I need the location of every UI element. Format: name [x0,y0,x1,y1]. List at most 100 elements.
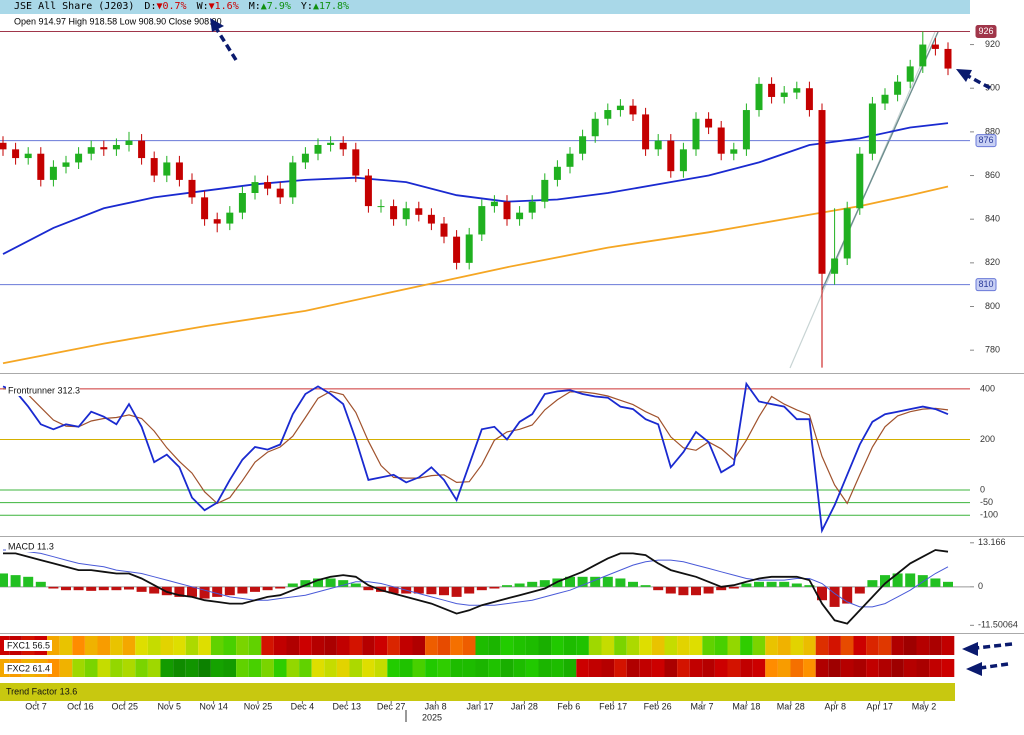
year-label: 2025 [422,712,442,722]
heat-cell [110,636,123,655]
heat-cell [462,636,476,655]
heat-cell [173,659,186,677]
heat-cell [500,659,514,677]
heat-cell [374,636,388,655]
candle-body [541,179,549,202]
candle-body [604,110,612,119]
histogram-bar [703,586,714,594]
candle-body [490,201,498,207]
histogram-bar [338,580,349,587]
y-tick-label: -11.50064 [978,620,1018,630]
heat-cell [664,659,678,677]
heat-cell [72,659,85,677]
stat: M:▲7.9% [249,1,291,12]
heat-cell [714,636,728,655]
y-tick-label: 880 [985,126,1000,136]
x-tick-label: Feb 17 [599,701,627,711]
x-tick-label: Jan 17 [466,701,493,711]
candle-body [465,234,473,263]
histogram-bar [86,586,97,591]
stat-value: ▼1.6% [208,1,239,12]
histogram-bar [262,586,273,591]
heat-cell [412,636,426,655]
y-tick-label: 820 [985,257,1000,267]
heat-cell [362,636,375,655]
histogram-bar [527,581,538,587]
histogram-bar [653,586,664,591]
candle-body [112,144,120,150]
candle-body [717,127,725,154]
label-bg [6,541,52,552]
heat-cell [866,659,879,677]
candle-body [616,105,624,111]
heat-cell [349,659,363,677]
heat-cell [273,659,287,677]
heat-cell [815,636,829,655]
heat-cell [261,636,274,655]
heat-cell [110,659,123,677]
histogram-bar [678,586,689,596]
y-tick-label: 400 [980,383,995,393]
stat: W:▼1.6% [197,1,239,12]
candle-body [37,153,45,180]
stats: D:▼0.7% W:▼1.6% M:▲7.9% Y:▲17.8% [144,1,359,12]
x-tick-label: Dec 4 [291,701,315,711]
heat-cell [324,636,337,655]
heat-cell [740,659,753,677]
heat-cell [387,636,400,655]
histogram-bar [23,576,34,587]
x-tick-label: Apr 8 [824,701,846,711]
candle-body [642,114,650,150]
histogram-bar [287,583,298,587]
candle-body [238,193,246,213]
heat-cell [651,636,665,655]
heat-cell [59,659,73,677]
candle-body [478,206,486,235]
heat-cell [689,636,703,655]
heat-cell [336,659,350,677]
heat-cell [689,659,703,677]
histogram-bar [804,585,815,587]
histogram-bar [426,586,437,595]
candle-body [667,140,675,172]
panel-label: FXC1 56.5 [7,640,50,650]
histogram-bar [665,586,676,594]
heat-cell [488,636,501,655]
histogram-bar [388,586,399,594]
candle-body [100,147,108,150]
candle-body [314,144,322,154]
histogram-bar [829,586,840,607]
y-tick-label: 13.166 [978,537,1006,547]
level-label: 926 [978,26,993,36]
histogram-bar [602,576,613,587]
candle-body [843,208,851,259]
histogram-bar [464,586,475,594]
heat-cell [740,636,753,655]
y-tick-label: 920 [985,39,1000,49]
histogram-bar [842,586,853,604]
candle-body [427,214,435,224]
y-tick-label: 900 [985,83,1000,93]
histogram-bar [754,581,764,587]
oscillator-line [3,388,949,505]
heat-cell [891,636,904,655]
heat-cell [525,636,539,655]
heat-cell [891,659,904,677]
heat-cell [588,659,602,677]
heat-cell [97,659,111,677]
histogram-bar [199,586,210,599]
heat-cell [929,659,942,677]
level-box [975,278,997,292]
candle-body [730,149,738,154]
heat-cell [941,659,955,677]
heat-cell [236,636,249,655]
candle-body [175,162,183,180]
x-tick-label: Oct 16 [67,701,94,711]
heat-cell [198,636,211,655]
candle-body [289,162,297,198]
moving-average [2,122,949,255]
candle-body [894,81,902,95]
heat-cell [588,636,602,655]
stat-label: Y: [300,1,313,12]
